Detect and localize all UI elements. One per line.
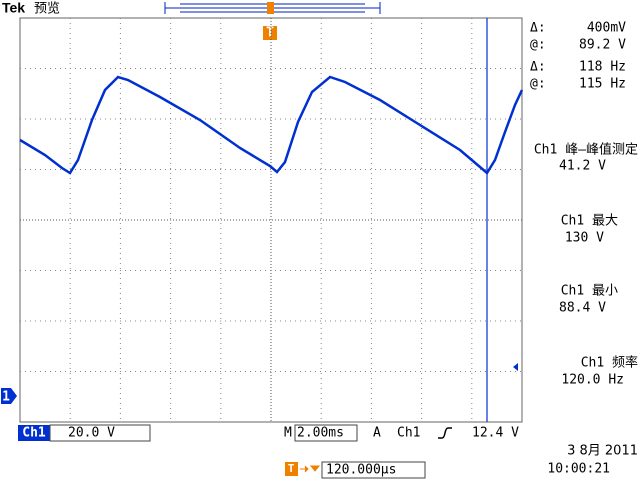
measurement-label: Ch1 频率 — [581, 355, 638, 371]
record-view — [164, 2, 381, 14]
channel-marker-box — [1, 388, 17, 404]
graticule — [20, 18, 522, 422]
trigger-marker-box — [263, 26, 277, 40]
cursor-at-label: @: — [530, 77, 546, 92]
measurement-label: Ch1 最大 — [561, 214, 618, 229]
trigger-source: Ch1 — [397, 426, 420, 441]
cursor-delta: 118 Hz — [579, 60, 626, 75]
date: 3 8月 2011 — [567, 444, 638, 459]
time-label: M — [284, 426, 292, 441]
cursor-at: 115 Hz — [579, 77, 626, 92]
trigger-slope — [438, 427, 452, 439]
channel: Ch1 — [22, 426, 46, 441]
measurement-value: 130 V — [565, 231, 604, 246]
waveform — [19, 75, 524, 175]
level-marker — [513, 363, 518, 371]
position-arrow — [300, 465, 321, 473]
cursor-delta-label: Δ: — [530, 60, 546, 75]
cursor-delta-label: Δ: — [530, 21, 546, 36]
measurement-value: 41.2 V — [559, 159, 606, 174]
measurement-value: 88.4 V — [559, 301, 606, 316]
time-scale: 2.00ms — [297, 426, 344, 441]
position-marker: T — [288, 462, 295, 475]
channel-marker: 1 — [2, 390, 10, 405]
trigger-level: 12.4 V — [472, 426, 519, 441]
measurement-label: Ch1 最小 — [561, 284, 618, 299]
measurement-value: 120.0 Hz — [561, 373, 624, 388]
cursor-at-label: @: — [530, 38, 546, 53]
mode: 预览 — [34, 1, 60, 17]
channel-box — [18, 425, 50, 441]
trigger-marker: T — [266, 26, 274, 41]
trigger-label: A — [373, 426, 381, 441]
cursor-delta: 400mV — [587, 21, 626, 36]
scale-box — [49, 424, 151, 442]
measurement-label: Ch1 峰—峰值测定 — [534, 142, 638, 158]
position: 120.000µs — [326, 463, 396, 478]
time: 10:00:21 — [547, 462, 610, 477]
time-box — [294, 424, 358, 442]
cursor-at: 89.2 V — [579, 38, 626, 53]
scale: 20.0 V — [68, 426, 115, 441]
brand: Tek — [2, 0, 25, 16]
position-box — [321, 461, 426, 479]
position-marker-box — [285, 462, 298, 476]
